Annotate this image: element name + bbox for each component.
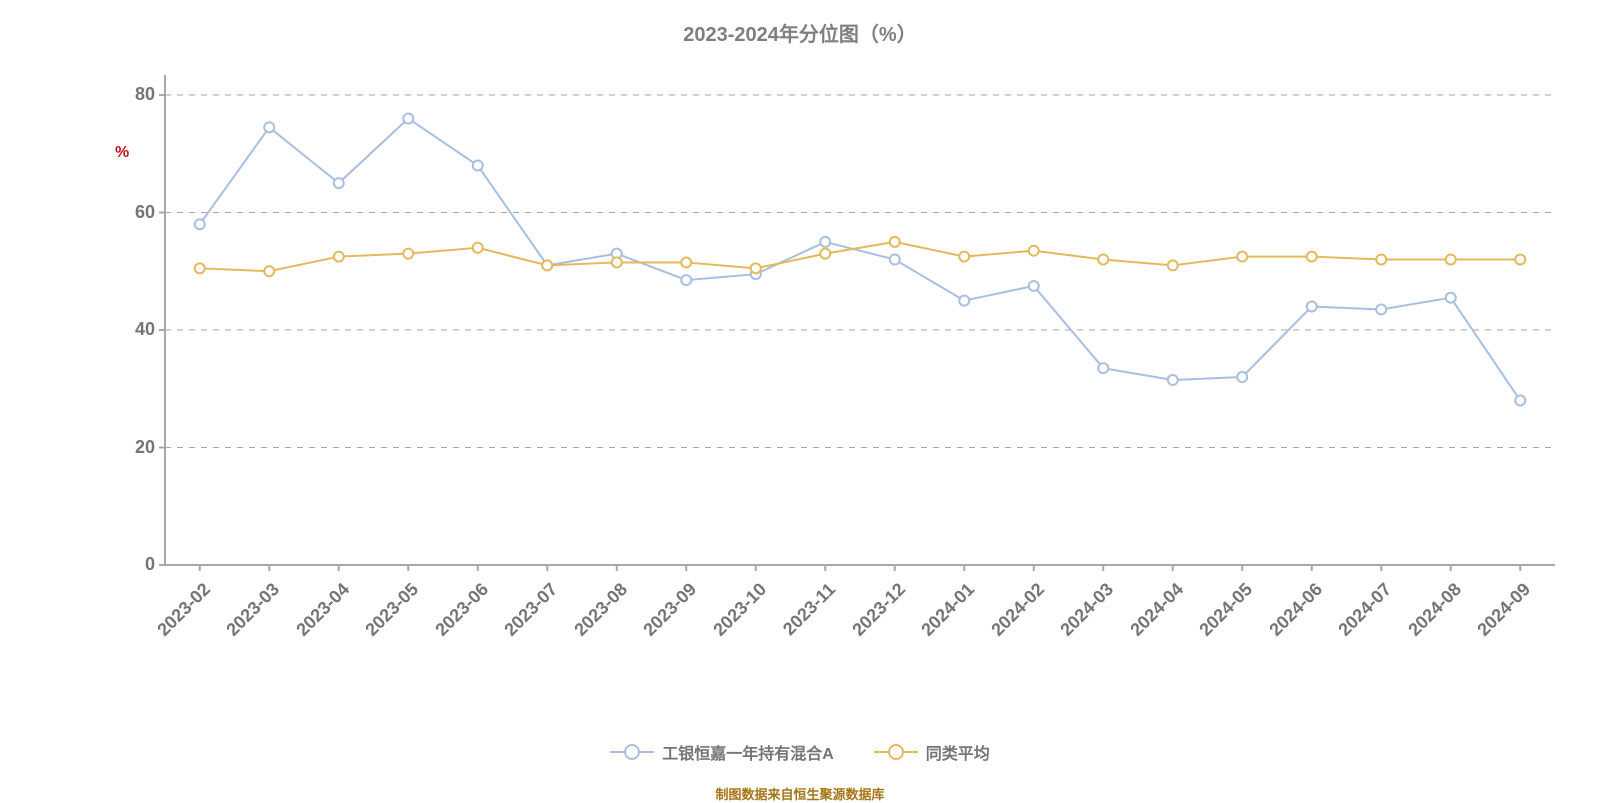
legend-swatch <box>874 745 918 759</box>
y-tick-label: 0 <box>115 554 155 575</box>
y-tick-label: 60 <box>115 202 155 223</box>
y-tick-label: 80 <box>115 84 155 105</box>
legend-item: 工银恒嘉一年持有混合A <box>610 740 834 764</box>
legend-label: 工银恒嘉一年持有混合A <box>662 740 834 764</box>
y-tick-label: 40 <box>115 319 155 340</box>
chart-svg <box>0 0 1600 800</box>
legend-swatch <box>610 745 654 759</box>
percentile-chart: 2023-2024年分位图（%） % 工银恒嘉一年持有混合A同类平均 制图数据来… <box>0 0 1600 800</box>
legend-item: 同类平均 <box>874 740 990 764</box>
y-tick-label: 20 <box>115 437 155 458</box>
chart-legend: 工银恒嘉一年持有混合A 同类平均 <box>0 740 1600 764</box>
legend-label: 同类平均 <box>926 740 990 764</box>
chart-footer: 制图数据来自恒生聚源数据库 <box>0 784 1600 803</box>
